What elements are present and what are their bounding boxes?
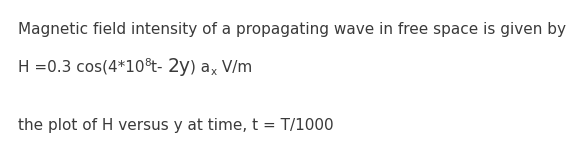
Text: x: x [211, 67, 217, 77]
Text: V/m: V/m [217, 60, 252, 75]
Text: the plot of H versus y at time, t = T/1000: the plot of H versus y at time, t = T/10… [18, 118, 333, 133]
Text: Magnetic field intensity of a propagating wave in free space is given by: Magnetic field intensity of a propagatin… [18, 22, 566, 37]
Text: H =0.3 cos(4*10: H =0.3 cos(4*10 [18, 60, 144, 75]
Text: ) a: ) a [190, 60, 211, 75]
Text: t-: t- [151, 60, 168, 75]
Text: 8: 8 [144, 58, 151, 68]
Text: 2y: 2y [168, 57, 190, 76]
